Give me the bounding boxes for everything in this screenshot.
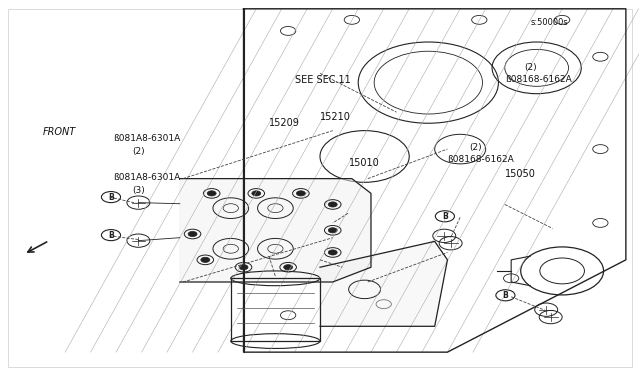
Circle shape bbox=[284, 264, 292, 270]
Text: s:50000s: s:50000s bbox=[531, 18, 568, 27]
Text: 15209: 15209 bbox=[269, 118, 300, 128]
Text: FRONT: FRONT bbox=[43, 127, 76, 137]
Polygon shape bbox=[320, 241, 447, 326]
Circle shape bbox=[328, 202, 337, 207]
Text: ß081A8-6301A: ß081A8-6301A bbox=[113, 134, 180, 143]
Circle shape bbox=[296, 191, 305, 196]
Circle shape bbox=[201, 257, 210, 262]
Text: (2): (2) bbox=[132, 147, 145, 156]
Text: B: B bbox=[442, 212, 448, 221]
Text: 15010: 15010 bbox=[349, 158, 380, 168]
Text: ß081A8-6301A: ß081A8-6301A bbox=[113, 173, 180, 182]
Text: (2): (2) bbox=[470, 143, 483, 152]
Text: B: B bbox=[108, 231, 114, 240]
Circle shape bbox=[496, 290, 515, 301]
Circle shape bbox=[101, 192, 120, 203]
Text: B: B bbox=[502, 291, 508, 300]
Text: 15210: 15210 bbox=[320, 112, 351, 122]
Circle shape bbox=[435, 211, 454, 222]
Circle shape bbox=[188, 231, 197, 237]
Text: B: B bbox=[108, 193, 114, 202]
Circle shape bbox=[101, 230, 120, 241]
Circle shape bbox=[239, 264, 248, 270]
Text: (3): (3) bbox=[132, 186, 145, 195]
Circle shape bbox=[207, 191, 216, 196]
Text: (2): (2) bbox=[524, 63, 536, 73]
Circle shape bbox=[252, 191, 260, 196]
Text: ß08168-6162A: ß08168-6162A bbox=[447, 155, 514, 164]
Text: 15050: 15050 bbox=[505, 169, 536, 179]
Circle shape bbox=[328, 228, 337, 233]
Circle shape bbox=[328, 250, 337, 255]
Text: SEE SEC.11: SEE SEC.11 bbox=[294, 75, 350, 85]
Polygon shape bbox=[180, 179, 371, 282]
Text: ß08168-6162A: ß08168-6162A bbox=[505, 75, 572, 84]
